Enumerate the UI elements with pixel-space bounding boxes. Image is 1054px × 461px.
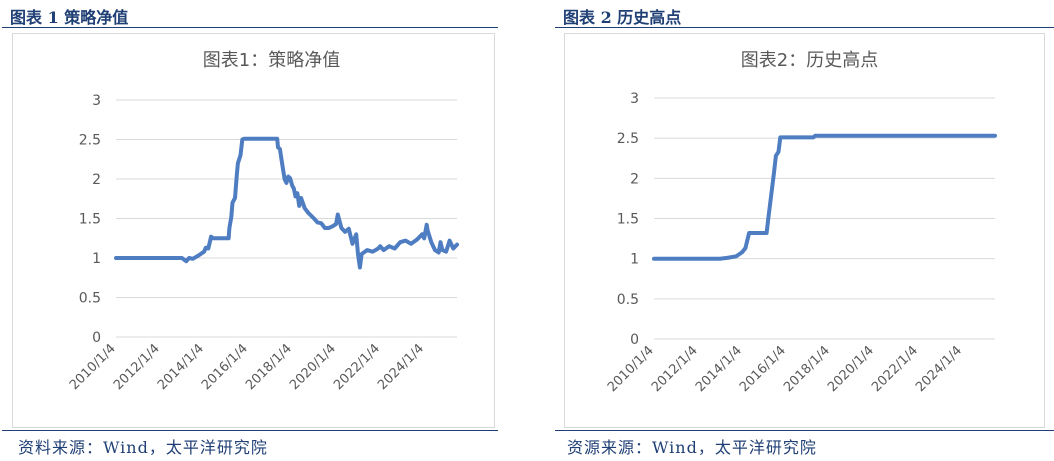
caption-divider: [555, 27, 1054, 28]
y-tick-label: 1.5: [79, 212, 101, 228]
source-note: 资源来源：Wind，太平洋研究院: [567, 438, 817, 457]
x-tick-label: 2018/1/4: [781, 343, 833, 395]
y-tick-label: 1: [92, 251, 101, 267]
y-tick-label: 3: [630, 91, 639, 107]
series-line: [652, 133, 997, 261]
chart-frame-1: 图表1：策略净值 0 0.5 1 1.5 2 2.5 3 2010/1/4 2012/1/4 201…: [12, 33, 495, 428]
y-tick-label: 0.5: [79, 291, 101, 307]
source-note: 资料来源：Wind，太平洋研究院: [18, 438, 268, 457]
y-tick-label: 0: [92, 330, 101, 346]
x-tick-label: 2016/1/4: [199, 341, 251, 393]
chart-title: 图表2：历史高点: [741, 50, 878, 71]
chart-frame-2: 图表2：历史高点 0 0.5 1 1.5 2 2.5 3 2010/1/4 2012/1/4 201…: [564, 33, 1045, 428]
x-tick-label: 2016/1/4: [737, 343, 789, 395]
x-tick-label: 2018/1/4: [243, 341, 295, 393]
caption-divider: [2, 27, 498, 28]
y-tick-label: 1.5: [617, 212, 639, 228]
y-tick-label: 2: [630, 171, 639, 187]
series-line: [114, 136, 459, 270]
x-tick-label: 2012/1/4: [649, 343, 701, 395]
y-tick-label: 0: [630, 332, 639, 348]
x-tick-label: 2020/1/4: [825, 343, 877, 395]
y-tick-label: 2: [92, 172, 101, 188]
x-tick-label: 2024/1/4: [913, 343, 965, 395]
x-tick-label: 2010/1/4: [67, 341, 119, 393]
y-tick-label: 3: [92, 93, 101, 109]
figure-1: 图表 1 策略净值 图表1：策略净值 0 0.5 1 1.5 2 2.5 3 2010/1/4 2…: [0, 0, 500, 461]
source-divider: [2, 430, 498, 431]
x-tick-label: 2022/1/4: [331, 341, 383, 393]
x-tick-label: 2022/1/4: [869, 343, 921, 395]
x-tick-label: 2010/1/4: [605, 343, 657, 395]
historical-high-chart: 图表2：历史高点00.511.522.532010/1/42012/1/4201…: [605, 50, 997, 395]
chart-title: 图表1：策略净值: [203, 50, 340, 71]
y-tick-label: 2.5: [617, 131, 639, 147]
y-tick-label: 0.5: [617, 292, 639, 308]
x-tick-label: 2020/1/4: [287, 341, 339, 393]
x-tick-label: 2024/1/4: [375, 341, 427, 393]
x-tick-label: 2012/1/4: [111, 341, 163, 393]
y-tick-label: 1: [630, 252, 639, 268]
figure-2: 图表 2 历史高点 图表2：历史高点 0 0.5 1 1.5 2 2.5 3 2010/1/4 2…: [553, 0, 1054, 461]
y-tick-label: 2.5: [79, 133, 101, 149]
source-divider: [555, 430, 1054, 431]
figure-caption: 图表 2 历史高点: [563, 8, 682, 27]
x-tick-label: 2014/1/4: [155, 341, 207, 393]
strategy-nav-chart: 图表1：策略净值00.511.522.532010/1/42012/1/4201…: [67, 50, 459, 393]
x-tick-label: 2014/1/4: [693, 343, 745, 395]
figure-caption: 图表 1 策略净值: [10, 8, 129, 27]
